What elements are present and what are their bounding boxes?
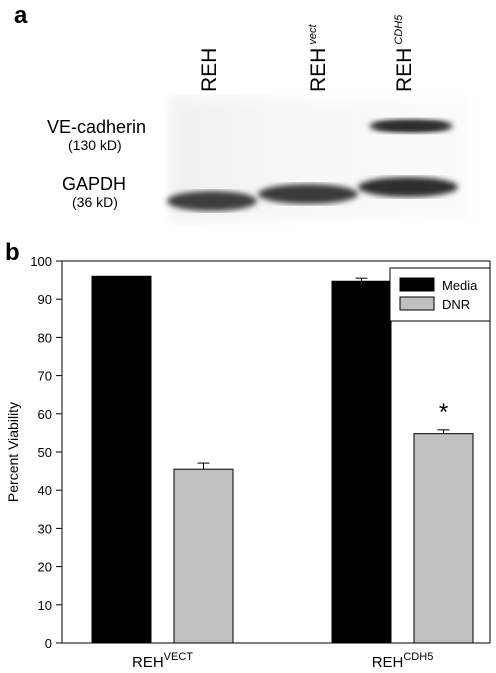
x-category-label: REHCDH5 — [372, 651, 434, 671]
lane-name: REH — [393, 47, 416, 92]
y-tick-label: 40 — [38, 483, 52, 498]
significance-asterisk: * — [439, 399, 448, 426]
legend-box — [389, 267, 491, 322]
lane-superscript: CDH5 — [393, 14, 405, 45]
y-axis-title-group: Percent Viability — [5, 402, 21, 502]
y-tick-label: 100 — [30, 254, 52, 269]
legend-label-dnr: DNR — [442, 297, 470, 312]
x-category-label: REHVECT — [132, 651, 193, 671]
bar-media-1 — [331, 280, 392, 644]
ve-cadherin-band-reh-cdh5-core — [375, 121, 447, 131]
gapdh-band-reh — [167, 191, 257, 211]
legend-swatch-dnr — [399, 296, 435, 311]
legend-swatch-media — [399, 277, 435, 292]
y-axis-title: Percent Viability — [5, 402, 21, 502]
y-tick-label: 60 — [38, 407, 52, 422]
lane-label-reh-cdh5: REH CDH5 — [393, 15, 417, 92]
gapdh-band-reh-cdh5 — [358, 177, 458, 197]
y-tick-label: 80 — [38, 330, 52, 345]
lane-name: REH — [198, 47, 221, 92]
y-tick-label: 90 — [38, 292, 52, 307]
panel-b-label: b — [5, 239, 20, 266]
panel-a-label: a — [14, 2, 28, 29]
viability-bar-chart: Percent Viability 0 10 20 30 40 50 60 70 80 90 100… — [5, 254, 491, 671]
legend: Media DNR — [389, 267, 491, 322]
y-tick-label: 20 — [38, 560, 52, 575]
y-tick-label: 10 — [38, 598, 52, 613]
lane-superscript: vect — [307, 24, 319, 45]
band-molecular-weight: (36 kD) — [72, 194, 118, 210]
western-blot-image — [167, 97, 470, 221]
lane-label-reh: REH — [198, 45, 222, 92]
gapdh-band-reh-vect — [258, 184, 358, 204]
band-label-ve-cadherin: VE-cadherin (130 kD) — [47, 117, 146, 153]
band-name: VE-cadherin — [47, 117, 147, 137]
bar-dnr-1 — [413, 433, 474, 644]
bar-dnr-0 — [173, 468, 234, 644]
y-tick-label: 0 — [45, 636, 52, 651]
lane-name: REH — [307, 47, 330, 92]
band-label-gapdh: GAPDH (36 kD) — [62, 174, 126, 210]
bar-media-0 — [91, 275, 152, 644]
y-tick-label: 50 — [38, 445, 52, 460]
band-molecular-weight: (130 kD) — [68, 137, 122, 153]
y-tick-label: 30 — [38, 521, 52, 536]
band-name: GAPDH — [62, 174, 127, 194]
y-tick-label: 70 — [38, 369, 52, 384]
legend-label-media: Media — [442, 278, 478, 293]
lane-label-reh-vect: REH vect — [307, 24, 331, 92]
plot-area: 0 10 20 30 40 50 60 70 80 90 100 * REHVECT REHCDH5 — [30, 254, 491, 671]
